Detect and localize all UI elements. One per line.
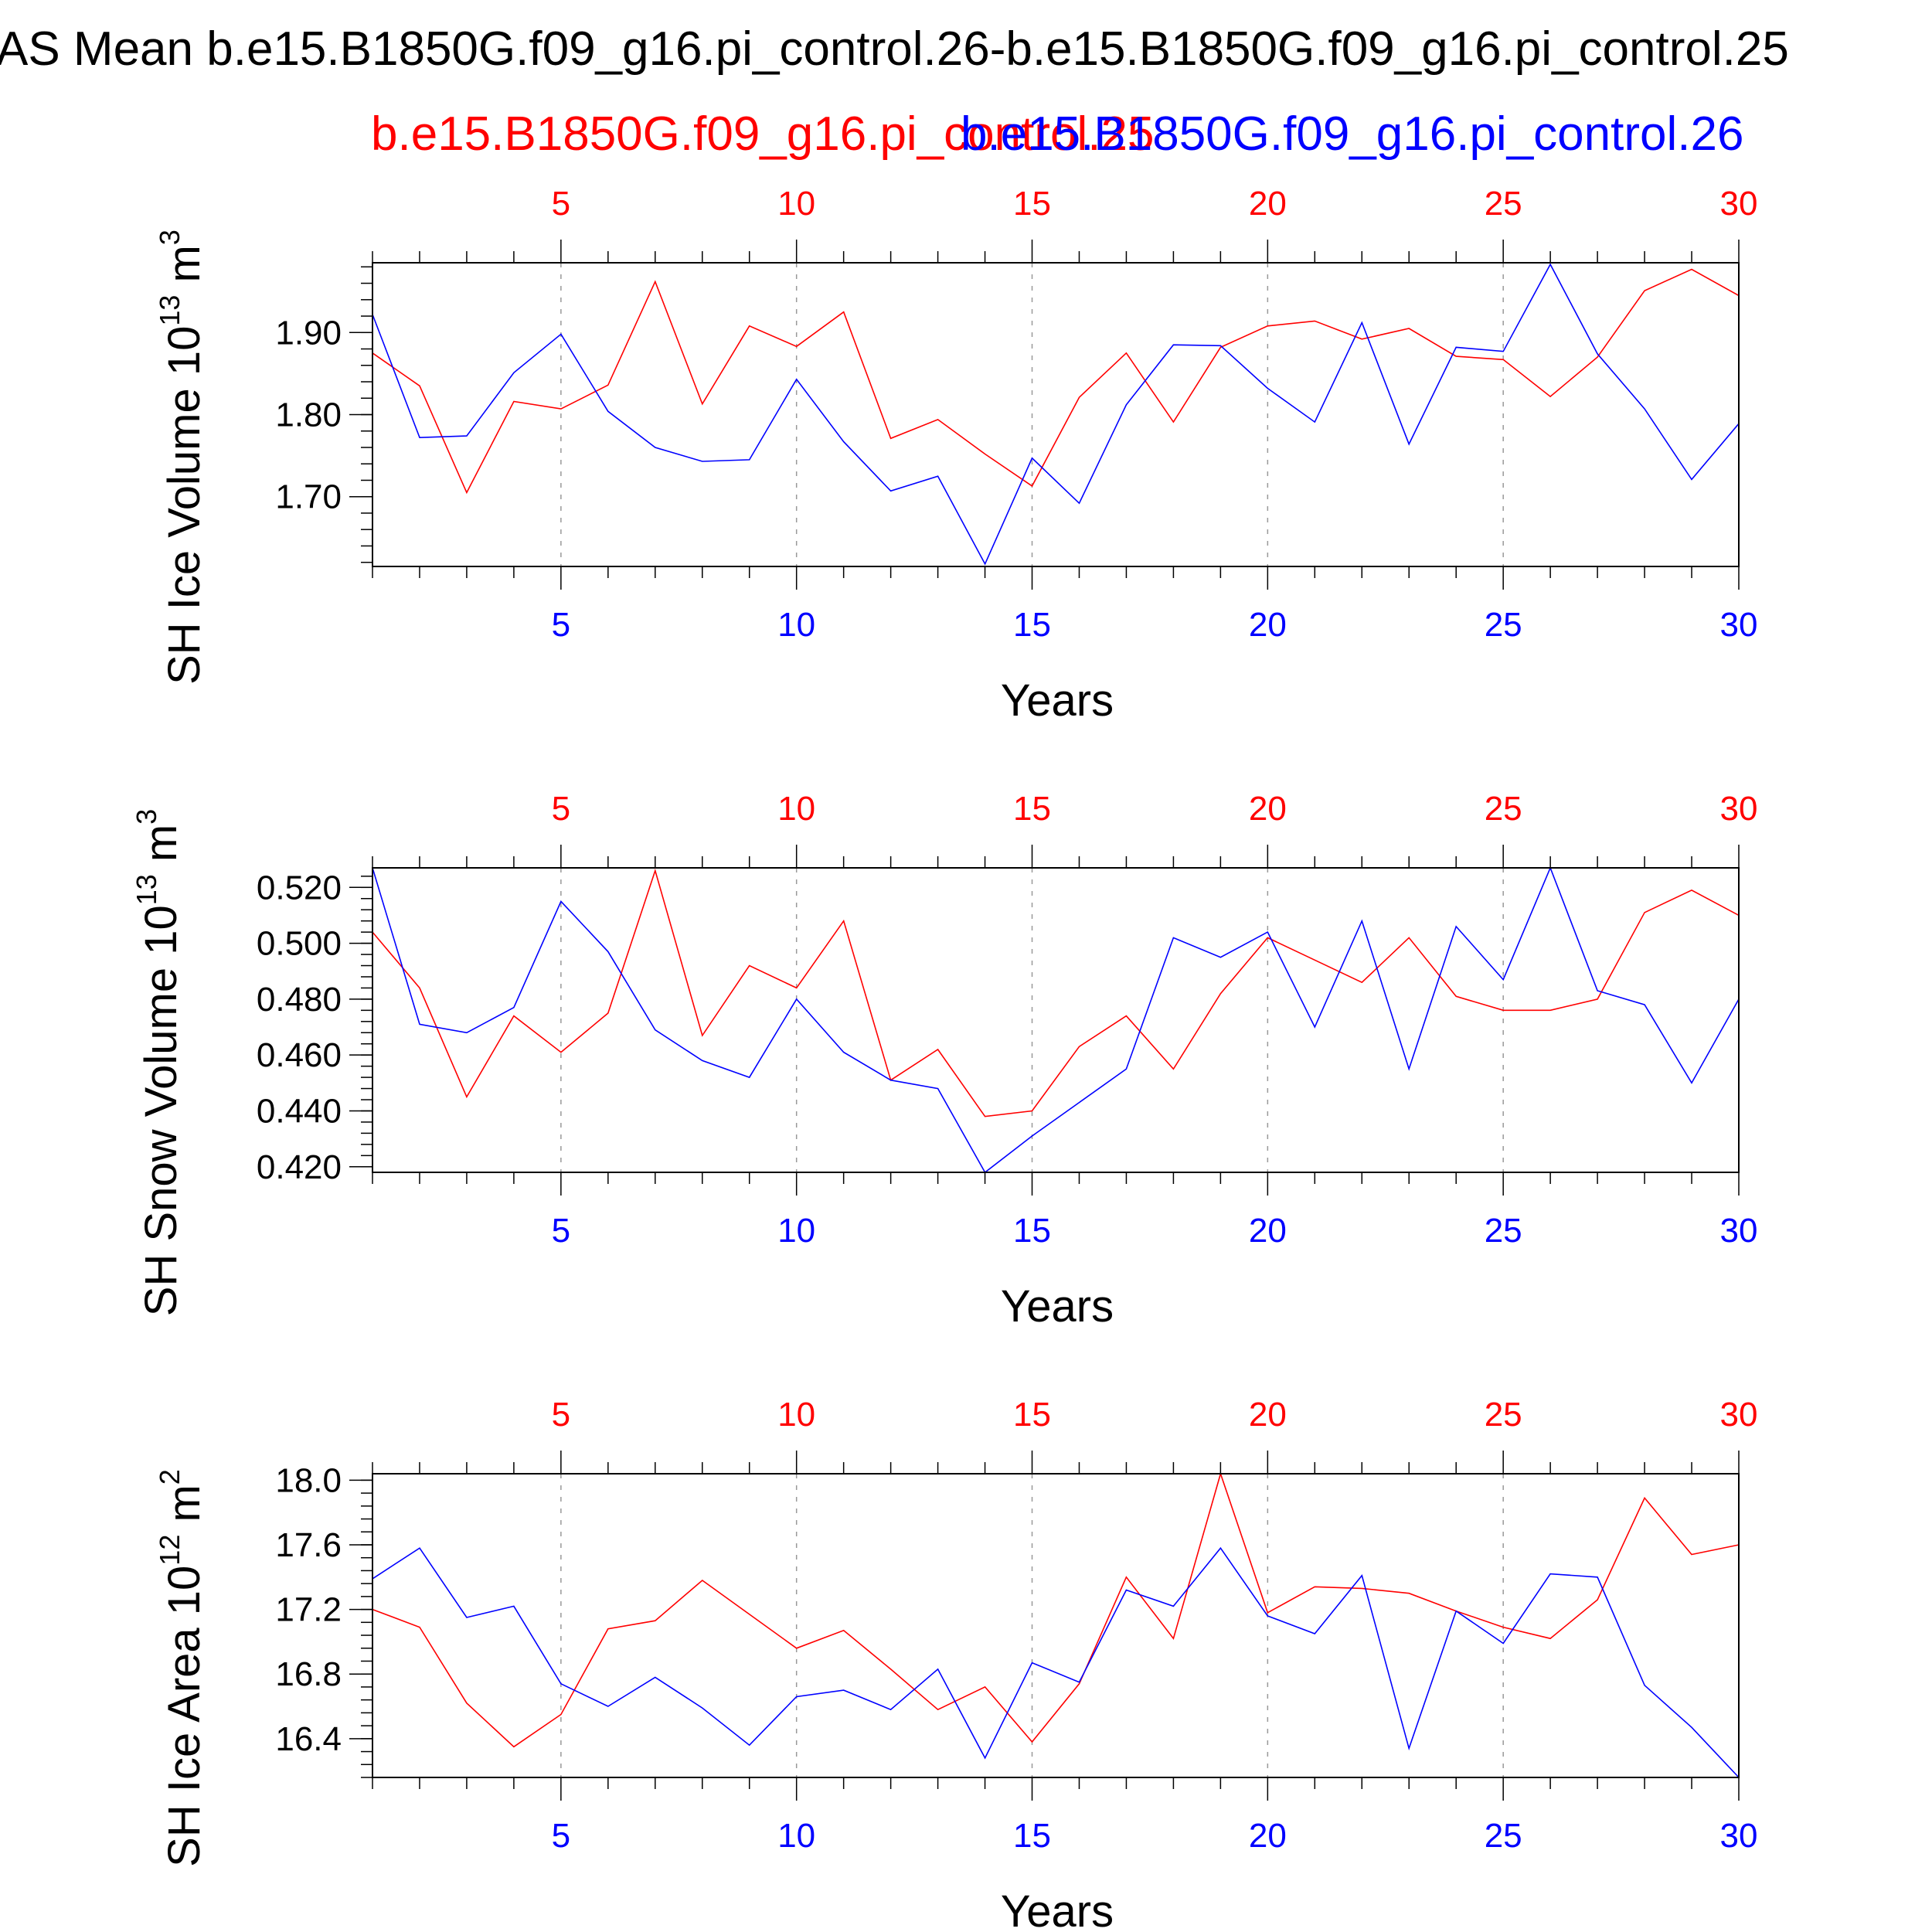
y-tick-label: 16.4 xyxy=(275,1720,342,1758)
x-tick-label-top: 20 xyxy=(1249,1396,1287,1434)
y-tick-label: 17.6 xyxy=(275,1526,342,1564)
x-tick-label-top: 10 xyxy=(777,790,815,828)
y-tick-label: 1.90 xyxy=(275,314,342,352)
x-tick-label-bottom: 25 xyxy=(1485,1817,1522,1855)
x-tick-label-bottom: 20 xyxy=(1249,1817,1287,1855)
x-tick-label-top: 30 xyxy=(1720,790,1758,828)
x-tick-label-top: 30 xyxy=(1720,1396,1758,1434)
x-tick-label-bottom: 5 xyxy=(552,606,570,644)
x-tick-label-bottom: 30 xyxy=(1720,1817,1758,1855)
legend-series-a: b.e15.B1850G.f09_g16.pi_control.25 xyxy=(371,107,1155,161)
x-tick-label-top: 10 xyxy=(777,1396,815,1434)
y-tick-label: 16.8 xyxy=(275,1655,342,1693)
x-tick-label-top: 25 xyxy=(1485,185,1522,223)
plot-frame xyxy=(372,1473,1740,1778)
y-axis-title: SH Ice Volume 1013 m3 xyxy=(154,230,209,685)
y-tick-label: 0.460 xyxy=(257,1036,342,1074)
x-tick-label-top: 25 xyxy=(1485,790,1522,828)
x-tick-label-top: 20 xyxy=(1249,185,1287,223)
series-line-series_b xyxy=(372,263,1740,566)
series-line-series_b xyxy=(372,866,1740,1174)
x-tick-label-bottom: 20 xyxy=(1249,606,1287,644)
x-tick-label-bottom: 10 xyxy=(777,1817,815,1855)
y-axis-title: SH Snow Volume 1013 m3 xyxy=(131,809,186,1316)
x-axis-title: Years xyxy=(1001,675,1114,726)
y-tick-label: 18.0 xyxy=(275,1461,342,1499)
x-tick-label-bottom: 5 xyxy=(552,1817,570,1855)
series-line-series_a xyxy=(372,868,1740,1117)
x-tick-label-top: 5 xyxy=(552,185,570,223)
y-tick-label: 1.70 xyxy=(275,478,342,516)
x-tick-label-bottom: 5 xyxy=(552,1212,570,1250)
y-tick-label: 1.80 xyxy=(275,396,342,434)
x-axis-title: Years xyxy=(1001,1886,1114,1932)
x-axis-title: Years xyxy=(1001,1281,1114,1332)
x-tick-label-top: 5 xyxy=(552,790,570,828)
series-line-series_a xyxy=(372,1471,1740,1748)
y-tick-label: 0.480 xyxy=(257,981,342,1019)
x-tick-label-bottom: 15 xyxy=(1013,1817,1051,1855)
x-tick-label-top: 30 xyxy=(1720,185,1758,223)
y-tick-label: 17.2 xyxy=(275,1591,342,1629)
legend-series-b: b.e15.B1850G.f09_g16.pi_control.26 xyxy=(961,107,1744,161)
plot-frame xyxy=(372,867,1740,1173)
x-tick-label-bottom: 20 xyxy=(1249,1212,1287,1250)
x-tick-label-top: 15 xyxy=(1013,790,1051,828)
x-tick-label-bottom: 30 xyxy=(1720,1212,1758,1250)
y-tick-label: 0.420 xyxy=(257,1148,342,1186)
x-tick-label-bottom: 25 xyxy=(1485,606,1522,644)
chart-title: AS Mean b.e15.B1850G.f09_g16.pi_control.… xyxy=(0,22,1789,76)
x-tick-label-bottom: 15 xyxy=(1013,606,1051,644)
x-tick-label-top: 5 xyxy=(552,1396,570,1434)
x-tick-label-top: 25 xyxy=(1485,1396,1522,1434)
x-tick-label-top: 20 xyxy=(1249,790,1287,828)
y-tick-label: 0.440 xyxy=(257,1092,342,1130)
plot-frame xyxy=(372,262,1740,567)
y-axis-title: SH Ice Area 1012 m2 xyxy=(154,1469,209,1867)
x-tick-label-bottom: 10 xyxy=(777,1212,815,1250)
x-tick-label-top: 15 xyxy=(1013,1396,1051,1434)
series-line-series_a xyxy=(372,268,1740,495)
x-tick-label-top: 15 xyxy=(1013,185,1051,223)
x-tick-label-bottom: 15 xyxy=(1013,1212,1051,1250)
series-line-series_b xyxy=(372,1546,1740,1778)
x-tick-label-bottom: 25 xyxy=(1485,1212,1522,1250)
y-tick-label: 0.520 xyxy=(257,869,342,906)
y-tick-label: 0.500 xyxy=(257,925,342,963)
x-tick-label-bottom: 10 xyxy=(777,606,815,644)
x-tick-label-top: 10 xyxy=(777,185,815,223)
x-tick-label-bottom: 30 xyxy=(1720,606,1758,644)
